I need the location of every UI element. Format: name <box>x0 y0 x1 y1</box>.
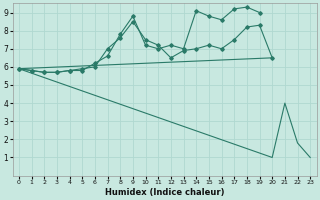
X-axis label: Humidex (Indice chaleur): Humidex (Indice chaleur) <box>105 188 224 197</box>
